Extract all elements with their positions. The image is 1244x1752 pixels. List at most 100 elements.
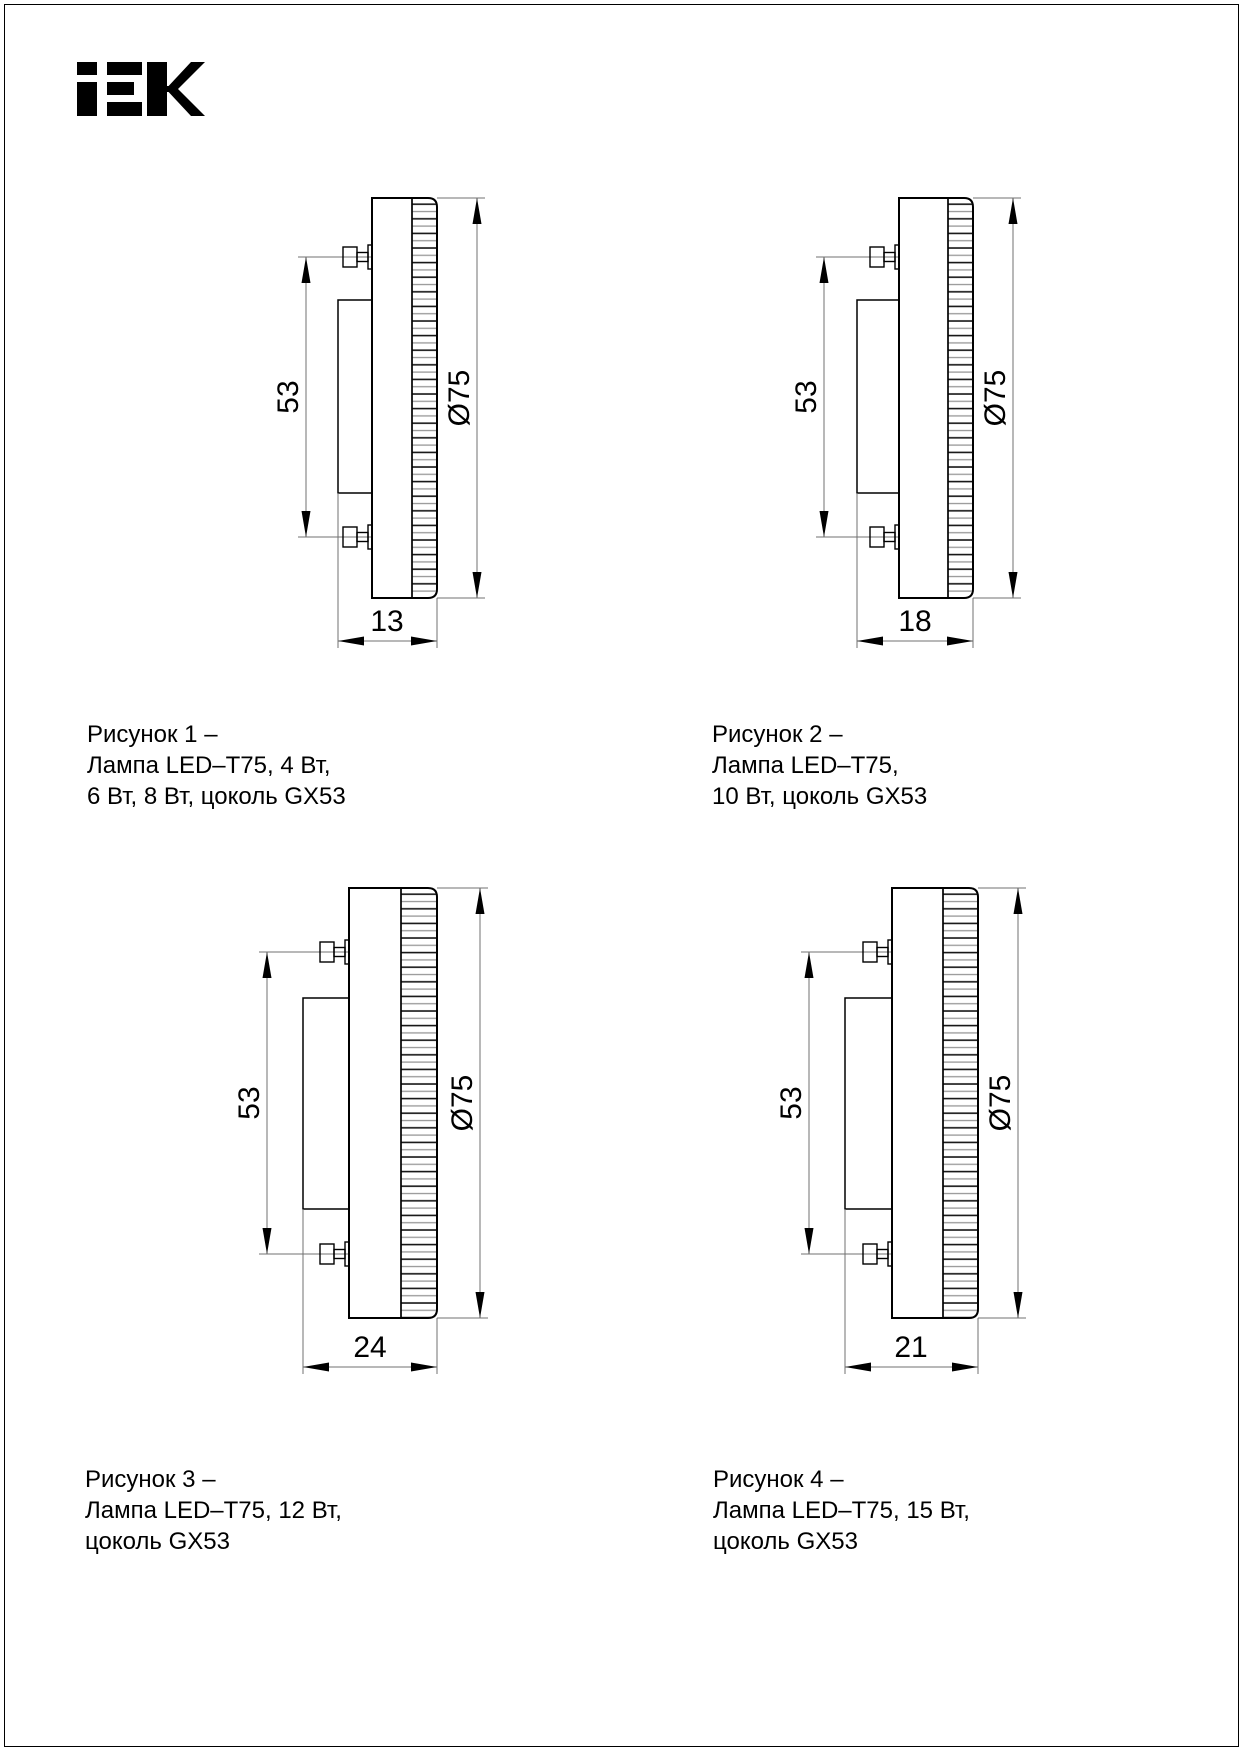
thickness-label: 24 [353,1331,386,1364]
dim-pin-spacing: 53 [233,951,349,1255]
logo-e-bar-middle [107,82,134,95]
diameter-label: Ø75 [446,1075,479,1132]
dim-thickness: 21 [844,1209,979,1374]
arrowhead-down [1008,572,1018,598]
caption-line: 10 Вт, цоколь GX53 [712,783,928,810]
dim-thickness: 13 [337,493,438,648]
lamp-fins [401,889,436,1317]
figure-3-caption: Рисунок 3 – Лампа LED–T75, 12 Вт, цоколь… [85,1464,342,1557]
arrowhead-right [411,636,437,646]
arrowhead-up [804,952,814,978]
diameter-label: Ø75 [443,370,476,427]
logo-k-lower-arm [163,86,205,116]
gx53-pin-top [342,244,373,270]
caption-line: Лампа LED–T75, 12 Вт, [85,1497,342,1524]
gx53-pin-bottom [319,1241,350,1267]
arrowhead-left [303,1362,329,1372]
caption-line: Рисунок 4 – [713,1466,844,1493]
caption-line: Рисунок 3 – [85,1466,216,1493]
pin-flange [894,524,900,550]
thickness-label: 21 [894,1331,927,1364]
thickness-label: 18 [898,605,931,638]
lamp [856,197,974,599]
caption-line: Лампа LED–T75, 15 Вт, [713,1497,970,1524]
logo-e-bar-top [107,62,142,75]
caption-line: 6 Вт, 8 Вт, цоколь GX53 [87,783,346,810]
lamp-fins [948,199,972,597]
base-plateau [856,299,900,494]
pin-flange [887,1241,893,1267]
arrowhead-up [1008,198,1018,224]
lamp-fins [943,889,977,1317]
pin-flange [894,244,900,270]
arrowhead-down [1013,1292,1023,1318]
figure-1-caption: Рисунок 1 – Лампа LED–T75, 4 Вт, 6 Вт, 8… [87,719,346,812]
diameter-label: Ø75 [984,1075,1017,1132]
figure-4-caption: Рисунок 4 – Лампа LED–T75, 15 Вт, цоколь… [713,1464,970,1557]
arrowhead-right [947,636,973,646]
pin-flange [344,939,350,965]
figure-4-drawing: 53 Ø75 [775,887,1026,1374]
lamp [844,887,979,1319]
dim-diameter: Ø75 [437,197,485,599]
caption-line: Лампа LED–T75, 4 Вт, [87,752,331,779]
base-plateau [302,997,350,1210]
arrowhead-down [472,572,482,598]
arrowhead-right [411,1362,437,1372]
caption-line: Рисунок 1 – [87,721,218,748]
gx53-pin-top [869,244,900,270]
arrowhead-down [819,511,829,537]
pin-spacing-label: 53 [790,380,823,413]
arrowhead-down [804,1228,814,1254]
thickness-label: 13 [370,605,403,638]
arrowhead-down [262,1228,272,1254]
logo-k-stem [147,62,167,116]
arrowhead-left [845,1362,871,1372]
dim-diameter: Ø75 [973,197,1021,599]
arrowhead-right [952,1362,978,1372]
caption-line: цоколь GX53 [85,1528,230,1555]
pin-spacing-label: 53 [775,1086,808,1119]
gx53-pin-bottom [862,1241,893,1267]
caption-line: цоколь GX53 [713,1528,858,1555]
arrowhead-up [262,952,272,978]
figure-2-caption: Рисунок 2 – Лампа LED–T75, 10 Вт, цоколь… [712,719,927,812]
logo-e-bar-bottom [107,102,142,116]
arrowhead-up [301,257,311,283]
figure-3-drawing: 53 Ø75 [233,887,488,1374]
arrowhead-up [819,257,829,283]
caption-line: Лампа LED–T75, [712,752,899,779]
logo-i-stem [77,82,97,116]
iek-logo [77,62,205,116]
base-plateau [844,997,893,1210]
gx53-pin-top [862,939,893,965]
lamp [337,197,438,599]
pin-spacing-label: 53 [272,380,305,413]
pin-flange [887,939,893,965]
arrowhead-up [475,888,485,914]
dim-pin-spacing: 53 [790,256,899,538]
pin-spacing-label: 53 [233,1086,266,1119]
dim-thickness: 24 [302,1209,438,1374]
arrowhead-left [857,636,883,646]
lamp [302,887,438,1319]
arrowhead-down [475,1292,485,1318]
dim-diameter: Ø75 [437,887,488,1319]
pin-flange [367,244,373,270]
gx53-pin-top [319,939,350,965]
dim-pin-spacing: 53 [775,951,892,1255]
arrowhead-up [472,198,482,224]
pin-flange [344,1241,350,1267]
figure-2-drawing: 53 Ø75 [790,197,1021,648]
logo-k-upper-arm [163,62,205,92]
logo-i-dot [77,62,97,75]
pin-flange [367,524,373,550]
diameter-label: Ø75 [979,370,1012,427]
dim-diameter: Ø75 [978,887,1026,1319]
gx53-pin-bottom [869,524,900,550]
arrowhead-down [301,511,311,537]
caption-line: Рисунок 2 – [712,721,843,748]
gx53-pin-bottom [342,524,373,550]
dim-pin-spacing: 53 [272,256,372,538]
